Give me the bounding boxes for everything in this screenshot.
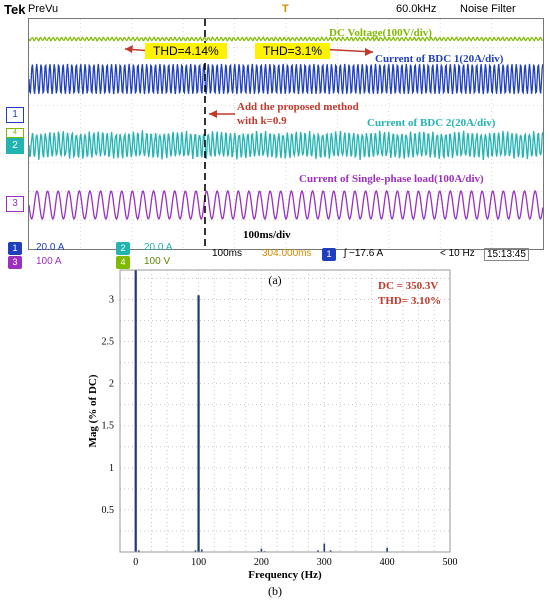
ch2-badge: 2: [116, 242, 130, 255]
x-tick-label: 400: [380, 557, 395, 568]
time-div-readout: 100ms: [212, 248, 243, 259]
ch1-scale: 20.0 A: [36, 242, 65, 253]
thd-after-label: THD=3.1%: [255, 43, 331, 59]
x-axis-label: Frequency (Hz): [248, 569, 322, 581]
bdc2-label: Current of BDC 2(20A/div): [367, 117, 496, 129]
y-tick-label: 1: [109, 463, 114, 474]
scope-channel-readouts: 1 20.0 A 2 20.0 A 3 100 A 4 100 V 100ms …: [0, 242, 550, 270]
caption-a: (a): [268, 273, 282, 287]
y-tick-label: 2.5: [102, 337, 115, 348]
dc-voltage-label: DC Voltage(100V/div): [329, 27, 432, 39]
scope-mode: PreVu: [28, 3, 59, 15]
timebase-label: 100ms/div: [243, 229, 291, 241]
channel-3-marker: 3: [6, 196, 24, 212]
x-tick-label: 100: [191, 557, 206, 568]
chart-grid: [120, 270, 451, 552]
scope-screen: THD=4.14% THD=3.1% DC Voltage(100V/div) …: [28, 18, 544, 250]
thd-before-label: THD=4.14%: [145, 43, 227, 59]
x-tick-label: 200: [254, 557, 269, 568]
spectrum-bar: [386, 547, 388, 552]
scope-brand: Tek: [4, 2, 26, 17]
bdc1-label: Current of BDC 1(20A/div): [375, 53, 504, 65]
trigger-level-readout: ʃ −17.6 A: [344, 248, 384, 259]
y-tick-label: 0.5: [102, 505, 115, 516]
channel-1-marker: 1: [6, 107, 24, 123]
channel-2-marker: 2: [6, 138, 24, 154]
trigger-channel-badge: 1: [322, 248, 336, 261]
plot-frame: [119, 269, 451, 553]
sample-rate: 60.0kHz: [396, 3, 437, 15]
frequency-readout: < 10 Hz: [440, 248, 475, 259]
load-current-waveform: [28, 189, 544, 221]
oscilloscope-screenshot: Tek PreVu T 60.0kHz Noise Filter 1 2 4 3…: [0, 0, 550, 270]
ch1-badge: 1: [8, 242, 22, 255]
spectrum-bar: [317, 550, 319, 552]
method-arrowhead: [209, 110, 217, 118]
spectrum-bar: [200, 549, 203, 552]
method-label-line1: Add the proposed method: [237, 101, 359, 113]
clock-readout: 15:13:45: [484, 248, 529, 261]
dc-annotation: DC = 350.3V: [378, 280, 438, 292]
trigger-marker-icon: T: [282, 3, 289, 15]
y-tick-label: 2: [109, 379, 114, 390]
chart-ticks: 0 100 200 300 400 500 0.5 1 1.5 2 2.5 3: [102, 294, 458, 568]
spectrum-bar: [260, 548, 263, 552]
x-tick-label: 0: [133, 557, 138, 568]
thd-annotation: THD= 3.10%: [378, 295, 441, 307]
y-axis-label: Mag (% of DC): [87, 374, 99, 447]
thd-before-arrowhead: [125, 45, 133, 53]
channel-4-marker: 4: [6, 128, 24, 138]
position-readout: 304.000ms: [262, 248, 312, 259]
thd-after-arrowhead: [365, 48, 373, 56]
dc-voltage-waveform: [28, 36, 543, 42]
ch4-scale: 100 V: [144, 256, 171, 267]
spectrum-bar: [194, 550, 197, 552]
ch3-scale: 100 A: [36, 256, 62, 267]
ch3-badge: 3: [8, 256, 22, 269]
spectrum-bar: [138, 550, 140, 552]
spectrum-bar: [197, 295, 200, 552]
x-tick-label: 300: [317, 557, 332, 568]
harmonic-spectrum-chart: 0 100 200 300 400 500 0.5 1 1.5 2 2.5 3 Frequency (…: [87, 269, 458, 581]
method-label-line2: with k=0.9: [237, 115, 287, 127]
bdc1-current-waveform: [28, 63, 544, 95]
caption-b: (b): [268, 584, 282, 598]
spectrum-bar: [329, 550, 332, 552]
spectrum-bar: [323, 543, 326, 552]
y-tick-label: 3: [109, 294, 114, 305]
spectrum-bar: [134, 270, 137, 552]
bdc2-current-waveform: [28, 130, 544, 160]
ch2-scale: 20.0 A: [144, 242, 173, 253]
scope-status-bar: Tek PreVu T 60.0kHz Noise Filter: [0, 0, 550, 18]
y-tick-label: 1.5: [102, 421, 115, 432]
ch4-badge: 4: [116, 256, 130, 269]
noise-filter: Noise Filter: [460, 3, 516, 15]
load-label: Current of Single-phase load(100A/div): [299, 173, 484, 185]
x-tick-label: 500: [443, 557, 458, 568]
